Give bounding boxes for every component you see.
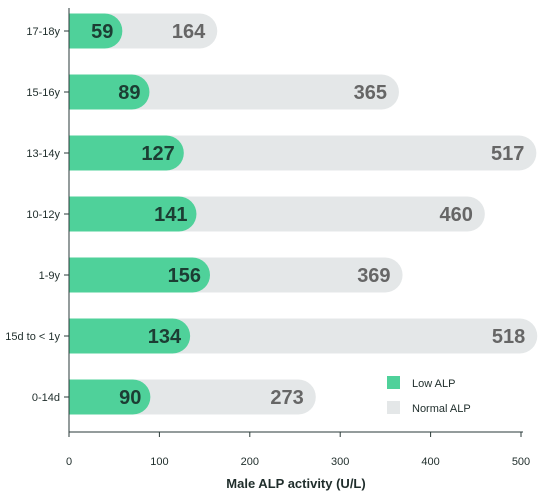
value-label-low-0-14d: 90 — [119, 387, 141, 409]
value-label-low-10-12y: 141 — [154, 204, 187, 226]
category-label-17-18y: 17-18y — [26, 26, 60, 38]
category-label-15d-to-1y: 15d to < 1y — [5, 331, 60, 343]
value-label-normal-13-14y: 517 — [491, 143, 524, 165]
category-label-15-16y: 15-16y — [26, 87, 60, 99]
bar-low-0-14d — [69, 379, 151, 415]
value-label-normal-10-12y: 460 — [439, 204, 472, 226]
low-alp-bars: 59 89 127 141 156 134 90 — [69, 13, 211, 415]
x-axis-title: Male ALP activity (U/L) — [226, 476, 365, 491]
x-tick-label-100: 100 — [150, 456, 168, 468]
value-label-low-15d-to-1y: 134 — [148, 326, 182, 348]
value-label-low-1-9y: 156 — [168, 265, 201, 287]
value-label-normal-15-16y: 365 — [354, 82, 387, 104]
legend-swatch-low-alp — [387, 376, 400, 389]
value-label-normal-0-14d: 273 — [270, 387, 303, 409]
legend-swatch-normal-alp — [387, 401, 400, 414]
value-label-low-17-18y: 59 — [91, 21, 113, 43]
value-label-low-13-14y: 127 — [141, 143, 174, 165]
x-tick-label-0: 0 — [66, 456, 72, 468]
legend-label-normal-alp: Normal ALP — [412, 403, 471, 415]
legend-label-low-alp: Low ALP — [412, 378, 455, 390]
value-label-normal-1-9y: 369 — [357, 265, 390, 287]
bar-normal-13-14y — [69, 135, 537, 171]
bar-low-10-12y — [69, 196, 197, 232]
value-label-normal-15d-to-1y: 518 — [492, 326, 525, 348]
bar-low-1-9y — [69, 257, 211, 293]
x-tick-label-200: 200 — [241, 456, 259, 468]
x-tick-label-500: 500 — [512, 456, 530, 468]
x-tick-label-400: 400 — [421, 456, 439, 468]
value-label-low-15-16y: 89 — [118, 82, 140, 104]
category-label-13-14y: 13-14y — [26, 148, 60, 160]
bar-normal-15-16y — [69, 74, 399, 110]
value-label-normal-17-18y: 164 — [172, 21, 206, 43]
category-label-10-12y: 10-12y — [26, 209, 60, 221]
bar-low-13-14y — [69, 135, 184, 171]
bar-low-15d-to-1y — [69, 318, 191, 354]
category-label-0-14d: 0-14d — [32, 392, 60, 404]
bar-low-17-18y — [69, 13, 123, 49]
bar-low-15-16y — [69, 74, 150, 110]
category-label-1-9y: 1-9y — [39, 270, 61, 282]
chart-legend: Low ALP Normal ALP — [387, 376, 471, 415]
chart-axes: 17-18y 15-16y 13-14y 10-12y 1-9y 15d to < 1y 0… — [5, 8, 530, 468]
x-tick-label-300: 300 — [331, 456, 349, 468]
